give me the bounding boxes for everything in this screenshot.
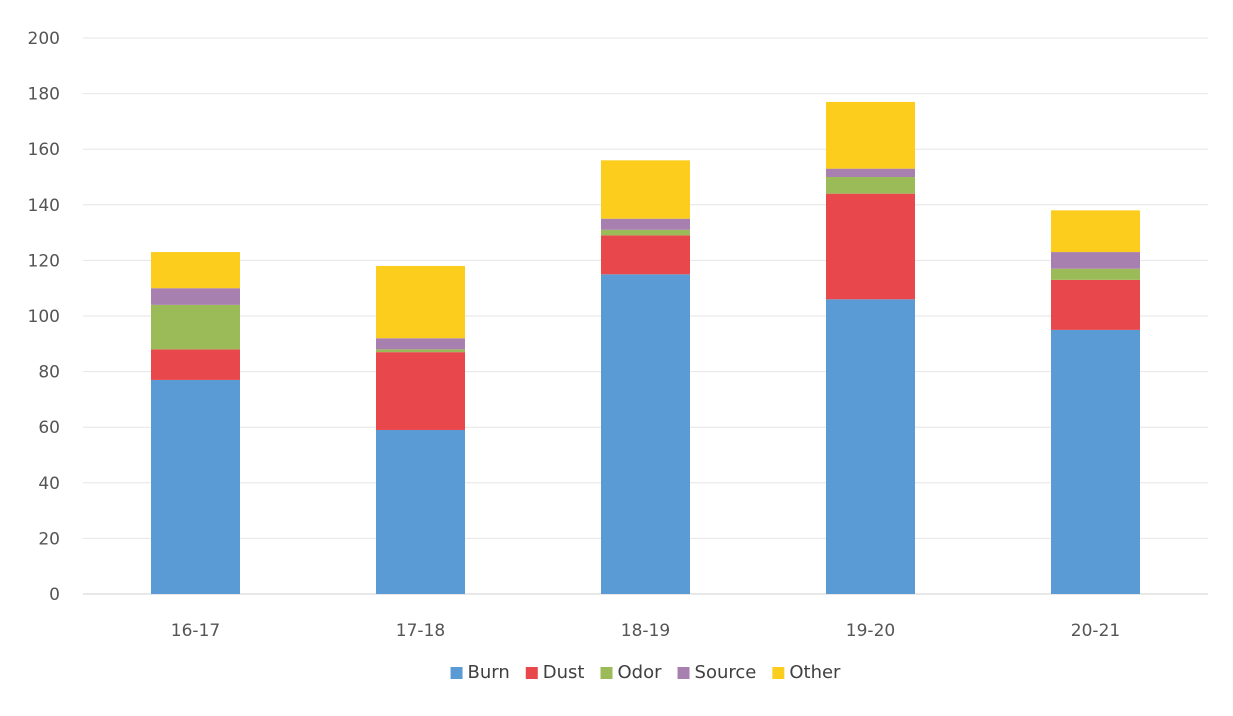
bar-segment-source <box>151 288 240 305</box>
bar-segment-source <box>601 218 690 230</box>
legend-label: Dust <box>543 662 585 683</box>
legend-label: Burn <box>468 662 510 683</box>
bar-segment-burn <box>1051 329 1140 594</box>
y-tick-label: 80 <box>38 363 60 383</box>
x-tick-label: 20-21 <box>1071 621 1120 641</box>
y-tick-label: 20 <box>38 529 60 549</box>
bar-segment-burn <box>151 379 240 594</box>
legend-item-other: Other <box>772 662 841 683</box>
legend-swatch <box>677 667 690 679</box>
legend-label: Other <box>789 662 841 683</box>
x-tick-label: 18-19 <box>621 621 670 641</box>
y-tick-label: 100 <box>28 307 60 327</box>
y-tick-label: 140 <box>28 196 60 216</box>
bar-segment-odor <box>601 229 690 236</box>
y-tick-label: 120 <box>28 251 60 271</box>
legend-swatch <box>525 667 538 679</box>
legend-item-odor: Odor <box>600 662 663 683</box>
legend-swatch <box>600 667 613 679</box>
legend-swatch <box>450 667 463 679</box>
y-tick-label: 200 <box>28 29 60 49</box>
y-tick-label: 40 <box>38 474 60 494</box>
bar-segment-dust <box>1051 279 1140 330</box>
bar-segment-odor <box>151 304 240 350</box>
y-tick-label: 60 <box>38 418 60 438</box>
bar-segment-dust <box>376 352 465 430</box>
bar-segment-source <box>1051 252 1140 269</box>
bar-segment-odor <box>1051 268 1140 280</box>
axes: 0 20 40 60 80 100 120 140 160 180 200 16-17 17-18 18-… <box>28 29 1121 641</box>
y-tick-label: 0 <box>49 585 60 605</box>
bar-segment-dust <box>151 349 240 380</box>
bars <box>151 101 1140 594</box>
bar-segment-source <box>826 168 915 177</box>
bar-segment-source <box>376 338 465 350</box>
bar-segment-other <box>826 101 915 169</box>
y-tick-label: 160 <box>28 140 60 160</box>
legend-item-dust: Dust <box>525 662 585 683</box>
bar-segment-odor <box>376 349 465 353</box>
legend-item-source: Source <box>677 662 757 683</box>
y-tick-label: 180 <box>28 85 60 105</box>
x-tick-label: 19-20 <box>846 621 895 641</box>
bar-segment-other <box>151 252 240 289</box>
x-tick-label: 17-18 <box>396 621 445 641</box>
bar-segment-other <box>1051 210 1140 253</box>
bar-segment-other <box>601 160 690 219</box>
bar-segment-odor <box>826 177 915 194</box>
bar-segment-dust <box>601 235 690 275</box>
bar-segment-burn <box>826 299 915 594</box>
legend: Burn Dust Odor Source Other <box>450 662 841 683</box>
legend-label: Odor <box>618 662 663 683</box>
bar-segment-burn <box>376 429 465 594</box>
bar-segment-burn <box>601 274 690 594</box>
legend-item-burn: Burn <box>450 662 510 683</box>
bar-segment-other <box>376 265 465 339</box>
x-tick-label: 16-17 <box>171 621 220 641</box>
bar-segment-dust <box>826 193 915 300</box>
legend-label: Source <box>695 662 757 683</box>
legend-swatch <box>772 667 785 679</box>
